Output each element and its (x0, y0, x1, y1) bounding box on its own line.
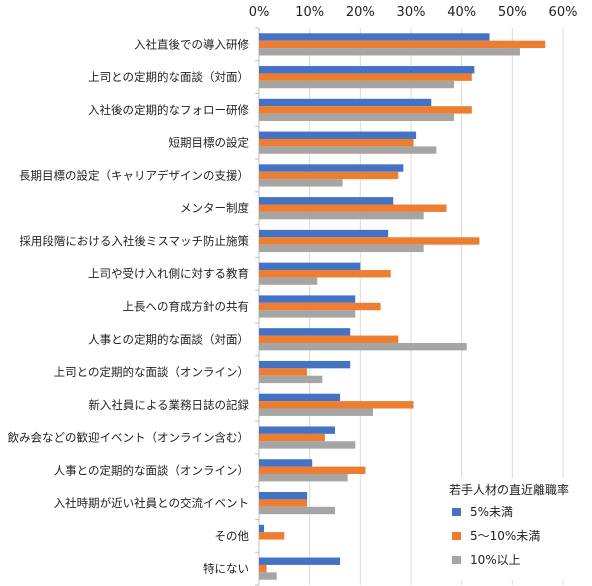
x-tick-label: 40% (447, 5, 476, 20)
category-label: 人事との定期的な面談（オンライン） (54, 463, 249, 477)
category-label: 入社後の定期的なフォロー研修 (88, 103, 249, 117)
bar (259, 138, 414, 147)
category-label: 短期目標の設定 (169, 136, 250, 150)
bar (259, 204, 447, 212)
bar (259, 459, 313, 467)
bar (259, 524, 265, 533)
bar (259, 564, 267, 573)
category-label: メンター制度 (180, 201, 249, 215)
x-tick-label: 0% (249, 5, 270, 20)
bar (259, 33, 490, 41)
bar (259, 277, 318, 285)
category-label: 上司との定期的な面談（対面） (88, 70, 249, 84)
category-label: 特にない (203, 562, 249, 576)
bar (259, 40, 546, 49)
bar (259, 408, 373, 416)
bar (259, 375, 323, 384)
category-label: 新入社員による業務日誌の記録 (88, 398, 249, 412)
bar (259, 211, 424, 220)
category-label: 採用段階における入社後ミスマッチ防止施策 (19, 234, 249, 248)
bar (259, 335, 399, 343)
bar (259, 441, 356, 449)
bar (259, 197, 394, 205)
bar (259, 98, 432, 107)
x-tick-label: 30% (397, 5, 426, 20)
bar (259, 295, 356, 303)
bar (259, 433, 325, 442)
bar (259, 302, 381, 311)
bar (259, 474, 348, 482)
bars (259, 33, 546, 580)
category-label: 入社直後での導入研修 (134, 37, 249, 51)
legend-swatch (452, 532, 461, 540)
bar (259, 179, 343, 187)
bar (259, 106, 472, 114)
bar (259, 48, 520, 56)
x-tick-label: 20% (346, 5, 375, 20)
bar (259, 113, 455, 122)
bar (259, 360, 351, 369)
bar (259, 262, 361, 271)
bar (259, 244, 424, 253)
bar (259, 229, 389, 238)
bar (259, 557, 341, 565)
category-label: 上司との定期的な面談（オンライン） (54, 365, 249, 379)
bar (259, 426, 335, 434)
legend-entry: 10%以上 (470, 553, 521, 567)
x-tick-label: 10% (295, 5, 324, 20)
bar (259, 368, 308, 376)
bar (259, 342, 467, 351)
category-label: 長期目標の設定（キャリアデザインの支援） (19, 168, 249, 182)
x-tick-label: 50% (498, 5, 527, 20)
bar (259, 237, 480, 245)
bar (259, 131, 417, 139)
bar (259, 466, 366, 475)
category-label: 上司や受け入れ側に対する教育 (88, 267, 249, 281)
category-label: 入社時期が近い社員との交流イベント (54, 496, 249, 510)
bar (259, 66, 475, 74)
bar (259, 499, 308, 507)
bar (259, 171, 399, 180)
bar (259, 310, 356, 318)
bar (259, 328, 351, 336)
bar (259, 401, 414, 409)
legend-swatch (452, 508, 461, 516)
bar (259, 146, 437, 154)
bar (259, 270, 391, 278)
legend-swatch (452, 556, 461, 564)
category-label: その他 (215, 529, 250, 543)
bar (259, 73, 472, 81)
legend-entry: 5%未満 (470, 505, 513, 519)
legend-title: 若手人材の直近離職率 (449, 482, 569, 497)
bar (259, 572, 277, 580)
legend: 若手人材の直近離職率 5%未満 5〜10%未満 10%以上 (440, 478, 588, 580)
bar (259, 393, 341, 402)
x-tick-label: 60% (549, 5, 578, 20)
category-label: 上長への育成方針の共有 (123, 300, 250, 314)
legend-entry: 5〜10%未満 (470, 529, 540, 543)
bar (259, 164, 404, 172)
x-axis-ticks: 0% 10% 20% 30% 40% 50% 60% (249, 5, 578, 20)
bar (259, 491, 308, 500)
category-label: 人事との定期的な面談（対面） (88, 332, 249, 346)
bar (259, 532, 285, 540)
bar (259, 506, 335, 515)
legend-background (440, 478, 588, 580)
category-label: 飲み会などの歓迎イベント（オンライン含む） (8, 431, 250, 445)
bar (259, 80, 455, 89)
